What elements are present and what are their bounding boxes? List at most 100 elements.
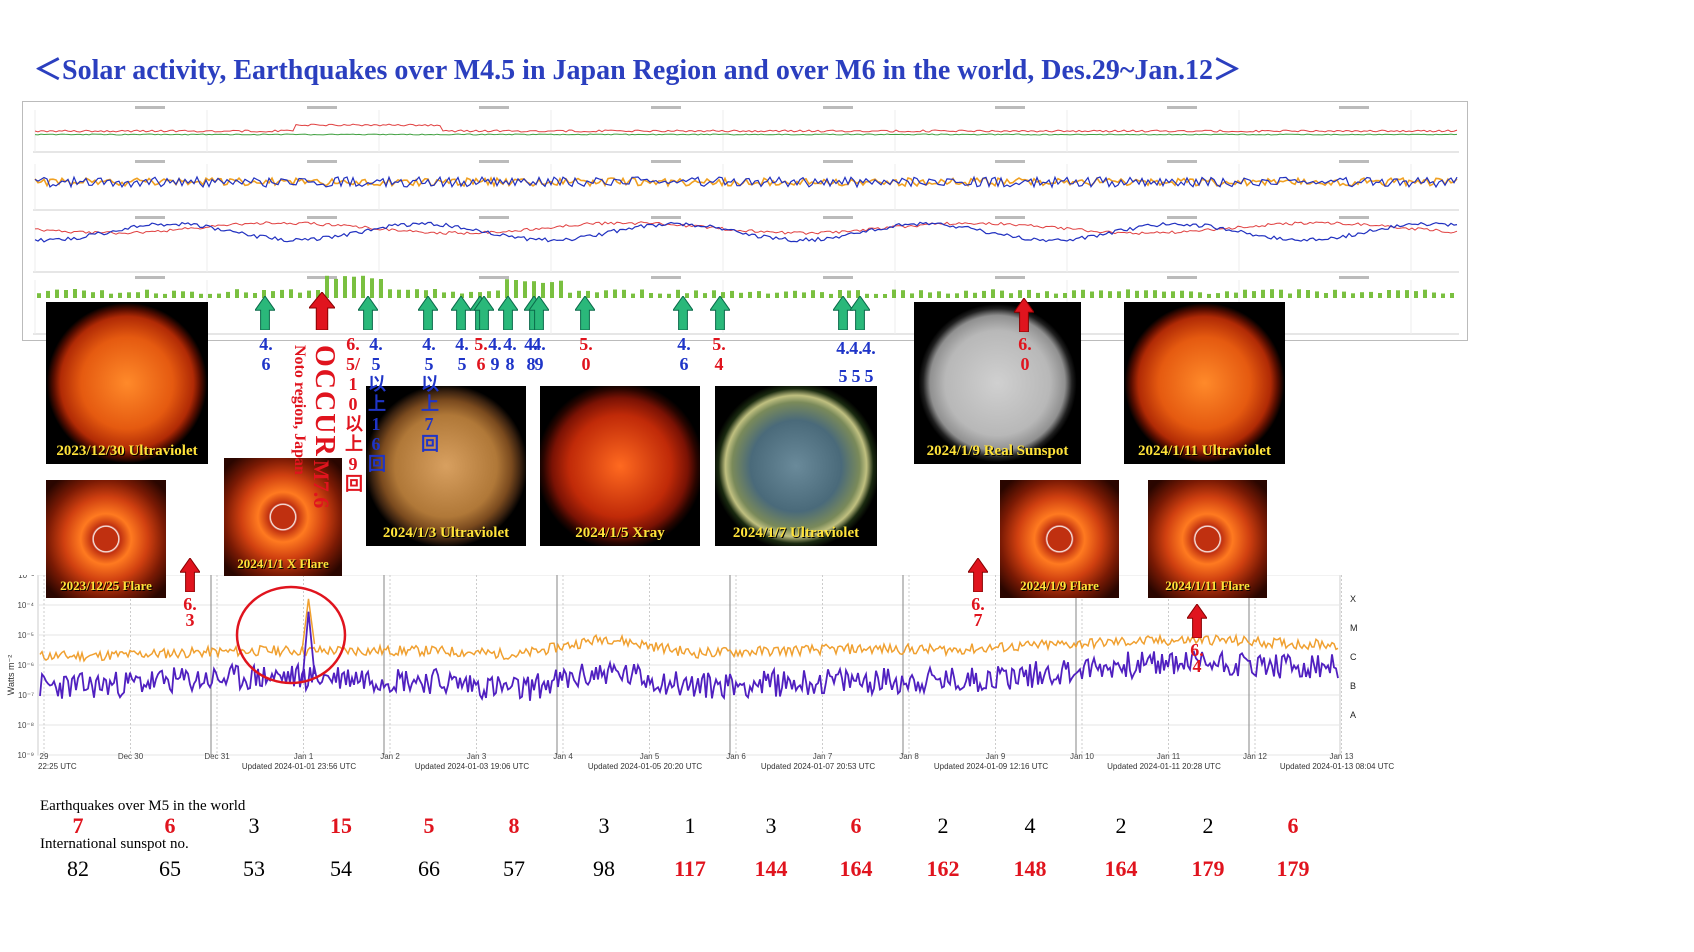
sun-image-caption: 2024/1/7 Ultraviolet (732, 525, 860, 541)
sun-image-caption: 2023/12/30 Ultraviolet (56, 443, 198, 459)
sunspot-number: 82 (67, 856, 89, 881)
sun-image-caption: 2024/1/9 Real Sunspot (926, 443, 1069, 459)
world-quake-count: 3 (248, 813, 260, 838)
goes-x-tick: Jan 12 (1243, 752, 1268, 761)
goes-updated-stamp: Updated 2024-01-01 23:56 UTC (242, 762, 357, 771)
world-quake-magnitude: 6.7 (971, 594, 985, 630)
quake-arrow-japan (850, 296, 870, 330)
quake-arrow-japan (474, 296, 494, 330)
goes-updated-stamp: Updated 2024-01-09 12:16 UTC (934, 762, 1049, 771)
goes-series-short (39, 611, 1339, 701)
quake-arrow-japan (673, 296, 693, 330)
goes-y-tick: 10⁻⁹ (17, 751, 34, 760)
sun-image-8: 2024/1/1 X Flare (224, 458, 342, 576)
noto-occur-label: OCCUR (309, 345, 340, 458)
world-quake-count: 15 (330, 813, 352, 838)
goes-x-tick: Jan 3 (467, 752, 487, 761)
sun-image-9: 2024/1/9 Flare (1000, 480, 1119, 598)
row-label-world-quakes: Earthquakes over M5 in the world (40, 798, 246, 814)
japan-quake-magnitude: 4.8 (503, 334, 517, 374)
japan-quake-magnitude: 4.5以上16回 (368, 334, 386, 474)
goes-x-tick: Jan 13 (1329, 752, 1354, 761)
goes-class-label: X (1350, 594, 1356, 604)
goes-x-tick: Jan 2 (380, 752, 400, 761)
goes-class-label: B (1350, 681, 1356, 691)
goes-class-label: M (1350, 623, 1358, 633)
world-quake-magnitude: 6.4 (1190, 640, 1204, 676)
sun-image-4: 2024/1/7 Ultraviolet (715, 386, 877, 546)
japan-quake-magnitude: 5.0 (579, 334, 593, 374)
world-quake-count: 2 (1202, 813, 1214, 838)
noto-region-label: Noto region, Japan (291, 345, 308, 475)
quake-arrow-japan (529, 296, 549, 330)
goes-x-tick: Jan 10 (1070, 752, 1095, 761)
goes-x-tick: Jan 5 (640, 752, 660, 761)
sunspot-number: 148 (1013, 856, 1047, 881)
sunspot-number: 57 (503, 856, 525, 881)
goes-x-tick: Jan 9 (986, 752, 1006, 761)
goes-class-label: A (1350, 710, 1356, 720)
quake-arrow-japan (451, 296, 471, 330)
sunspot-number: 117 (674, 856, 706, 881)
goes-class-label: C (1350, 652, 1357, 662)
world-quake-count: 5 (423, 813, 435, 838)
goes-updated-stamp: Updated 2024-01-03 19:06 UTC (415, 762, 530, 771)
sun-image-caption: 2024/1/3 Ultraviolet (382, 525, 510, 541)
goes-x-tick: Jan 7 (813, 752, 833, 761)
quake-arrow-japan (358, 296, 378, 330)
world-quake-count: 6 (1287, 813, 1299, 838)
sun-image-caption: 2024/1/9 Flare (1020, 578, 1099, 593)
sunspot-number: 65 (159, 856, 181, 881)
world-quake-count: 2 (937, 813, 949, 838)
goes-updated-stamp: 22:25 UTC (38, 762, 77, 771)
sun-image-caption: 2024/1/5 Xray (575, 525, 665, 541)
world-quake-count: 3 (765, 813, 777, 838)
world-quake-count: 6 (850, 813, 862, 838)
sun-image-3: 2024/1/5 Xray (540, 386, 700, 546)
goes-y-tick: 10⁻⁸ (18, 721, 35, 730)
sun-image-5: 2024/1/9 Real Sunspot (914, 302, 1081, 464)
noto-magnitude-label: M7.6 (309, 460, 334, 509)
sun-image-caption: 2023/12/25 Flare (60, 578, 152, 593)
quake-arrow-world (180, 558, 200, 592)
sunspot-number: 179 (1191, 856, 1225, 881)
japan-quake-magnitude: 5.4 (712, 334, 726, 374)
japan-quake-magnitude: 4.8 (524, 334, 538, 374)
goes-updated-stamp: Updated 2024-01-07 20:53 UTC (761, 762, 876, 771)
row-label-sunspots: International sunspot no. (40, 836, 189, 852)
world-quake-count: 3 (598, 813, 610, 838)
quake-arrow-japan (575, 296, 595, 330)
quake-arrow-world (1187, 604, 1207, 638)
sunspot-number: 53 (243, 856, 265, 881)
sun-image-caption: 2024/1/11 Ultraviolet (1138, 443, 1271, 459)
goes-x-tick: Jan 6 (726, 752, 746, 761)
sunspot-number: 98 (593, 856, 615, 881)
japan-quake-magnitude: 6.5/10以上9回 (345, 334, 363, 494)
goes-updated-stamp: Updated 2024-01-13 08:04 UTC (1280, 762, 1395, 771)
sunspot-number: 179 (1276, 856, 1310, 881)
japan-quake-magnitude: 4.5 (862, 338, 876, 386)
quake-arrow-world (968, 558, 988, 592)
goes-y-axis-label: Watts m⁻² (6, 655, 16, 695)
sunspot-number: 144 (754, 856, 788, 881)
goes-x-tick: Dec 31 (204, 752, 230, 761)
sunspot-number: 54 (330, 856, 352, 881)
goes-updated-stamp: Updated 2024-01-05 20:20 UTC (588, 762, 703, 771)
goes-y-tick: 10⁻⁶ (18, 661, 34, 670)
japan-quake-magnitude: 4.6 (677, 334, 691, 374)
sunspot-number: 162 (926, 856, 960, 881)
quake-arrow-noto (309, 292, 335, 330)
sunspot-number: 66 (418, 856, 440, 881)
goes-x-tick: Dec 30 (118, 752, 144, 761)
sunspot-number: 164 (839, 856, 873, 881)
goes-x-tick: 29 (40, 752, 49, 761)
goes-y-tick: 10⁻⁷ (18, 691, 34, 700)
japan-quake-magnitude: 4.6 (259, 334, 273, 374)
goes-x-tick: Jan 8 (899, 752, 919, 761)
japan-quake-magnitude: 4.9 (532, 334, 546, 374)
quake-arrow-japan (498, 296, 518, 330)
goes-x-tick: Jan 4 (553, 752, 573, 761)
japan-quake-magnitude: 4.5 (455, 334, 469, 374)
sun-image-10: 2024/1/11 Flare (1148, 480, 1267, 598)
world-quake-count: 2 (1115, 813, 1127, 838)
